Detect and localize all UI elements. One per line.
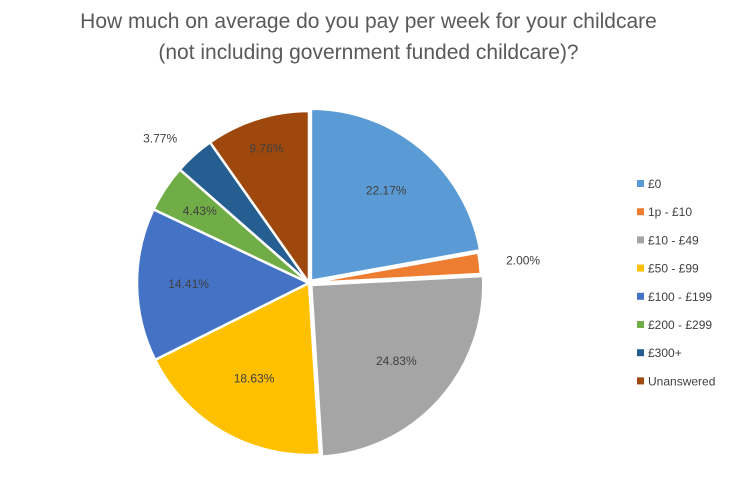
chart-title: How much on average do you pay per week … bbox=[0, 6, 737, 68]
legend-swatch-6 bbox=[637, 349, 644, 357]
chart-title-line-2: (not including government funded childca… bbox=[158, 41, 579, 64]
data-label-1: 2.00% bbox=[506, 254, 540, 268]
legend-label-2: £10 - £49 bbox=[648, 233, 699, 247]
data-label-6: 3.77% bbox=[143, 131, 177, 145]
data-label-7: 9.76% bbox=[249, 142, 283, 156]
legend-label-0: £0 bbox=[648, 177, 662, 191]
chart-legend: £0 1p - £10 £10 - £49 £50 - £99 £100 - £199 £… bbox=[637, 177, 715, 388]
pie-slice-3 bbox=[153, 281, 322, 457]
legend-swatch-4 bbox=[637, 292, 644, 300]
pie-data-labels: 22.17% 2.00% 24.83% 18.63% 14.41% 4.43% 3.77% 9… bbox=[143, 131, 540, 385]
data-label-3: 18.63% bbox=[234, 371, 275, 385]
data-label-2: 24.83% bbox=[376, 354, 417, 368]
legend-label-1: 1p - £10 bbox=[648, 205, 692, 219]
pie-slice-0 bbox=[309, 107, 482, 282]
legend-swatch-1 bbox=[637, 208, 644, 216]
pie-slice-2 bbox=[309, 274, 485, 458]
legend-label-7: Unanswered bbox=[648, 374, 715, 388]
legend-swatch-7 bbox=[637, 377, 644, 385]
pie-slice-7 bbox=[208, 109, 311, 285]
legend-label-3: £50 - £99 bbox=[648, 262, 699, 276]
legend-label-6: £300+ bbox=[648, 346, 682, 360]
legend-label-5: £200 - £299 bbox=[648, 318, 712, 332]
data-label-4: 14.41% bbox=[168, 277, 209, 291]
data-label-5: 4.43% bbox=[183, 204, 217, 218]
pie-slices bbox=[135, 107, 485, 458]
legend-swatch-2 bbox=[637, 236, 644, 244]
data-label-0: 22.17% bbox=[366, 184, 407, 198]
chart-title-line-1: How much on average do you pay per week … bbox=[80, 10, 657, 33]
pie-slice-1 bbox=[307, 251, 483, 285]
legend-label-4: £100 - £199 bbox=[648, 290, 712, 304]
legend-swatch-3 bbox=[637, 264, 644, 272]
legend-swatch-5 bbox=[637, 321, 644, 328]
pie-slice-4 bbox=[135, 208, 311, 362]
legend-swatch-0 bbox=[637, 180, 644, 187]
